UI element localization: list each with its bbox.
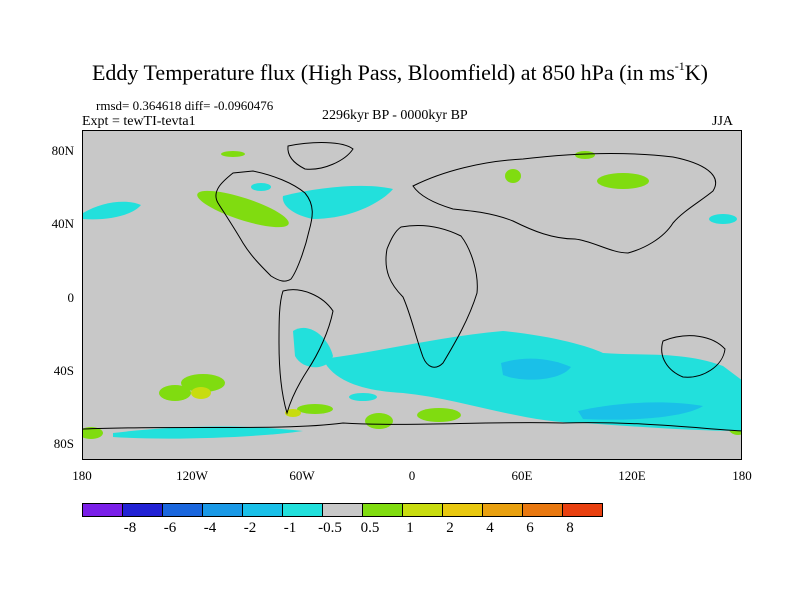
coastline-north-america xyxy=(215,170,313,282)
colorbar-swatch xyxy=(562,503,603,517)
anomaly-region xyxy=(285,409,301,417)
anomaly-region xyxy=(83,201,141,220)
stats-label: rmsd= 0.364618 diff= -0.0960476 xyxy=(96,98,274,113)
x-tick-label: 60W xyxy=(289,468,315,483)
y-tick-label: 40N xyxy=(51,216,74,231)
y-tick-label: 40S xyxy=(53,363,74,378)
x-tick-label: 180 xyxy=(732,468,752,483)
anomaly-region xyxy=(297,404,333,414)
anomaly-region xyxy=(349,393,377,401)
map-panel xyxy=(82,130,742,460)
colorbar-label: 0.5 xyxy=(360,520,380,536)
anomaly-region xyxy=(282,185,393,219)
anomaly-region xyxy=(709,214,737,224)
anomaly-region xyxy=(501,358,571,380)
colorbar-swatch xyxy=(402,503,443,517)
colorbar-swatch xyxy=(362,503,403,517)
anomaly-region xyxy=(181,374,225,392)
colorbar-swatch xyxy=(322,503,363,517)
y-tick-label: 80S xyxy=(53,436,74,451)
coastline-australia xyxy=(661,335,726,378)
anomaly-region xyxy=(575,151,595,159)
negative-anomaly-layer xyxy=(83,183,741,439)
colorbar-label: -2 xyxy=(243,520,257,536)
anomaly-region xyxy=(578,402,703,420)
coastline-south-america xyxy=(278,289,334,415)
x-tick-label: 180 xyxy=(72,468,92,483)
experiment-label: Expt = tewTI-tevta1 xyxy=(82,114,196,129)
colorbar-label: 8 xyxy=(566,520,574,536)
colorbar-label: -6 xyxy=(163,520,177,536)
colorbar-swatch xyxy=(162,503,203,517)
anomaly-region xyxy=(505,169,521,183)
anomaly-region xyxy=(365,413,393,429)
colorbar-swatch xyxy=(82,503,123,517)
colorbar-label: 4 xyxy=(486,520,494,536)
x-tick-label: 60E xyxy=(511,468,533,483)
figure-title: Eddy Temperature flux (High Pass, Bloomf… xyxy=(91,58,708,85)
anomaly-region xyxy=(293,327,333,368)
y-tick-label: 80N xyxy=(51,143,74,158)
season-label: JJA xyxy=(712,114,734,129)
colorbar-label: -1 xyxy=(283,520,297,536)
anomaly-region xyxy=(417,408,461,422)
anomaly-region xyxy=(221,151,245,157)
coastline-eurasia xyxy=(412,152,716,254)
period-label: 2296kyr BP - 0000kyr BP xyxy=(322,108,468,123)
coastline-layer xyxy=(83,142,741,432)
x-tick-label: 120E xyxy=(618,468,646,483)
anomaly-region xyxy=(159,385,191,401)
colorbar-label: 6 xyxy=(526,520,534,536)
x-tick-label: 0 xyxy=(408,468,416,483)
coastline-africa xyxy=(385,224,478,368)
anomaly-region xyxy=(197,190,289,228)
x-tick-label: 120W xyxy=(176,468,208,483)
colorbar-label: 2 xyxy=(446,520,454,536)
colorbar xyxy=(82,503,603,517)
coastline-greenland xyxy=(287,142,354,170)
anomaly-region xyxy=(597,173,649,189)
colorbar-label: -0.5 xyxy=(318,520,342,536)
map-svg xyxy=(83,142,741,439)
colorbar-swatch xyxy=(122,503,163,517)
colorbar-label: -8 xyxy=(123,520,137,536)
anomaly-region xyxy=(251,183,271,191)
coastline-antarctica xyxy=(83,422,741,432)
colorbar-swatch xyxy=(282,503,323,517)
colorbar-swatch xyxy=(442,503,483,517)
anomaly-region xyxy=(83,427,103,439)
y-tick-label: 0 xyxy=(67,290,75,305)
colorbar-swatch xyxy=(522,503,563,517)
colorbar-swatch xyxy=(482,503,523,517)
colorbar-swatch xyxy=(202,503,243,517)
anomaly-region xyxy=(191,387,211,399)
anomaly-region xyxy=(113,426,303,439)
colorbar-label: -4 xyxy=(203,520,217,536)
colorbar-label: 1 xyxy=(406,520,414,536)
colorbar-swatch xyxy=(242,503,283,517)
